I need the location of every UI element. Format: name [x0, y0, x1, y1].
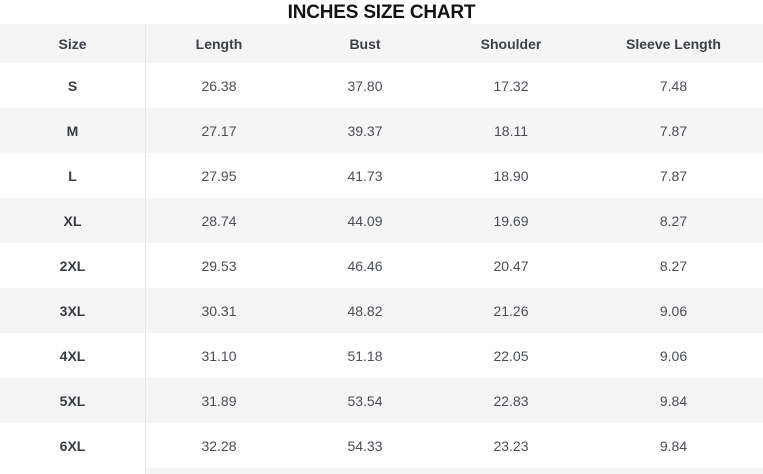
measurement-value: 8.27: [659, 257, 688, 274]
measurement-value: 9.84: [659, 437, 688, 454]
measurement-value: 53.54: [347, 392, 383, 409]
measurement-value: 8.27: [659, 212, 688, 229]
measurement-value: 7.48: [659, 77, 688, 94]
measurement-value: 9.06: [659, 302, 688, 319]
measurement-value: 54.33: [347, 437, 383, 454]
measurement-value: 29.53: [201, 257, 237, 274]
measurement-value: 31.10: [201, 347, 237, 364]
measurement-value: 9.84: [659, 392, 688, 409]
measurement-value: 9.06: [659, 347, 688, 364]
measurement-value: 21.26: [493, 302, 529, 319]
measurement-value: 28.74: [201, 212, 237, 229]
sliver-size-cell: [0, 468, 146, 474]
table-body: S 26.38 37.80 17.32 7.48 M 27.17 39.37 18.11 7.87…: [0, 63, 763, 468]
measurement-value: 26.38: [201, 77, 237, 94]
table-header-row: Size Length Bust Shoulder Sleeve Length: [0, 24, 763, 63]
measurement-value: 27.95: [201, 167, 237, 184]
measurement-value: 32.28: [201, 437, 237, 454]
size-label: 4XL: [0, 333, 146, 378]
measurement-value: 51.18: [347, 347, 383, 364]
column-header-bust: Bust: [349, 35, 381, 52]
measurement-value: 39.37: [347, 122, 383, 139]
measurement-value: 48.82: [347, 302, 383, 319]
measurement-value: 23.23: [493, 437, 529, 454]
table-row-m: M 27.17 39.37 18.11 7.87: [0, 108, 763, 153]
size-label: XL: [0, 198, 146, 243]
size-label: 5XL: [0, 378, 146, 423]
next-row-sliver: [0, 468, 763, 474]
size-label: S: [0, 63, 146, 108]
measurement-value: 7.87: [659, 167, 688, 184]
size-chart-table: Size Length Bust Shoulder Sleeve Length S 26.…: [0, 24, 763, 474]
measurement-value: 18.90: [493, 167, 529, 184]
size-label: 6XL: [0, 423, 146, 468]
table-row-4xl: 4XL 31.10 51.18 22.05 9.06: [0, 333, 763, 378]
measurement-value: 30.31: [201, 302, 237, 319]
measurement-value: 44.09: [347, 212, 383, 229]
table-row-5xl: 5XL 31.89 53.54 22.83 9.84: [0, 378, 763, 423]
table-row-2xl: 2XL 29.53 46.46 20.47 8.27: [0, 243, 763, 288]
column-header-size: Size: [0, 24, 146, 63]
size-label: 3XL: [0, 288, 146, 333]
table-row-3xl: 3XL 30.31 48.82 21.26 9.06: [0, 288, 763, 333]
measurement-value: 22.05: [493, 347, 529, 364]
measurement-value: 27.17: [201, 122, 237, 139]
measurement-value: 18.11: [494, 122, 528, 139]
size-label: 2XL: [0, 243, 146, 288]
table-row-6xl: 6XL 32.28 54.33 23.23 9.84: [0, 423, 763, 468]
measurement-value: 41.73: [347, 167, 383, 184]
measurement-value: 17.32: [493, 77, 529, 94]
sliver-fill: [146, 468, 763, 474]
measurement-value: 31.89: [201, 392, 237, 409]
measurement-value: 46.46: [347, 257, 383, 274]
measurement-value: 37.80: [347, 77, 383, 94]
measurement-value: 7.87: [659, 122, 688, 139]
size-label: M: [0, 108, 146, 153]
table-row-xl: XL 28.74 44.09 19.69 8.27: [0, 198, 763, 243]
column-header-length: Length: [195, 35, 243, 52]
table-row-s: S 26.38 37.80 17.32 7.48: [0, 63, 763, 108]
measurement-value: 22.83: [493, 392, 529, 409]
size-label: L: [0, 153, 146, 198]
page-title: INCHES SIZE CHART: [287, 2, 476, 23]
measurement-value: 20.47: [493, 257, 529, 274]
column-header-shoulder: Shoulder: [480, 35, 542, 52]
table-row-l: L 27.95 41.73 18.90 7.87: [0, 153, 763, 198]
column-header-sleeve-length: Sleeve Length: [626, 35, 721, 52]
measurement-value: 19.69: [493, 212, 529, 229]
